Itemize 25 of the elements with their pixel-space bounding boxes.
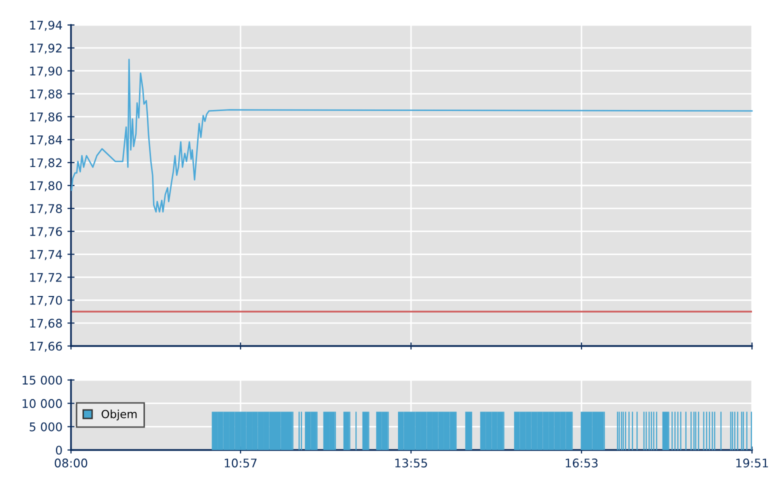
y-tick-label: 17,72	[30, 272, 62, 284]
y-tick-label: 17,92	[30, 44, 62, 54]
y-tick-label: 17,74	[30, 250, 62, 260]
y-tick-label: 15 000	[22, 376, 62, 385]
y-tick-label: 17,76	[30, 227, 62, 238]
y-tick-label: 0	[56, 446, 62, 455]
y-tick-label: 5 000	[30, 422, 62, 432]
y-tick-label: 10 000	[22, 399, 62, 408]
y-tick-label: 17,80	[30, 181, 62, 192]
y-tick-label: 17,86	[30, 112, 62, 123]
x-tick-label: 10:57	[224, 458, 257, 468]
y-tick-label: 17,66	[30, 342, 62, 352]
x-tick-label: 08:00	[54, 458, 88, 468]
x-tick-label: 16:53	[566, 458, 598, 468]
y-tick-label: 17,84	[30, 135, 62, 146]
y-tick-label: 17,94	[30, 20, 62, 31]
y-tick-label: 17,70	[30, 296, 62, 306]
y-tick-label: 17,82	[30, 158, 62, 168]
y-tick-label: 17,90	[30, 66, 62, 77]
legend-label: Objem	[102, 410, 137, 420]
x-tick-label: 19:51	[736, 458, 768, 468]
x-tick-label: 13:55	[395, 458, 428, 468]
y-tick-label: 17,78	[30, 204, 62, 214]
y-tick-label: 17,88	[30, 90, 62, 100]
y-tick-label: 17,68	[30, 318, 62, 329]
